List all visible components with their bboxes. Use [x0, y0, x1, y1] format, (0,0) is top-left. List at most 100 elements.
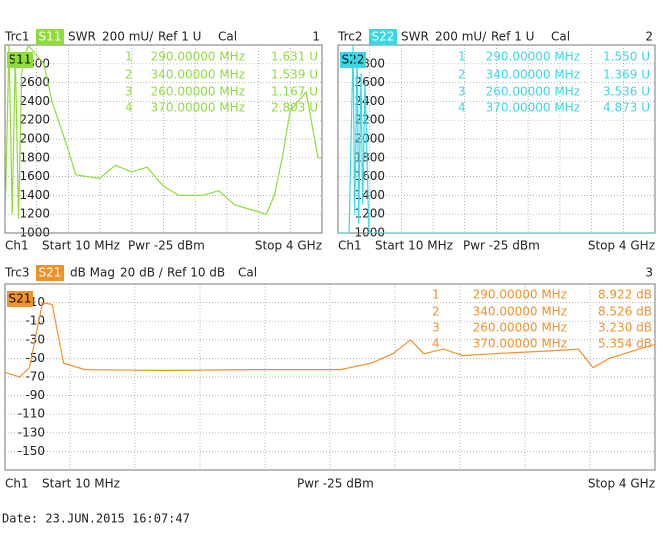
footer-power: Pwr -25 dBm	[297, 477, 374, 491]
y-tick-label: -90	[25, 388, 45, 402]
param-name: S21	[39, 266, 62, 280]
header-ref: Ref 10 dB	[167, 266, 225, 280]
marker-number: 1	[125, 50, 133, 64]
trace	[338, 45, 655, 233]
marker-value: 8.922 dB	[598, 288, 652, 302]
y-tick-label: 1400	[19, 188, 50, 202]
y-tick-label: 2400	[354, 94, 385, 108]
header-ref: Ref 1 U	[158, 30, 201, 44]
panel-index: 3	[645, 266, 653, 280]
header-cal: Cal	[551, 30, 570, 44]
y-tick-label: 2000	[19, 132, 50, 146]
marker-value: 2.803 U	[271, 101, 318, 115]
y-tick-label: 1800	[19, 150, 50, 164]
panel-index: 2	[645, 30, 653, 44]
marker-value: 5.354 dB	[598, 337, 652, 351]
header-format: SWR	[401, 30, 429, 44]
trace-name: Trc1	[4, 30, 29, 44]
y-tick-label: 2600	[19, 75, 50, 89]
y-tick-label: -10	[25, 314, 45, 328]
trace	[5, 45, 322, 224]
marker-frequency: 290.00000 MHz	[486, 50, 580, 64]
marker-frequency: 260.00000 MHz	[151, 85, 245, 99]
footer-channel: Ch1	[5, 239, 29, 253]
header-scale: 200 mU/	[102, 30, 154, 44]
y-tick-label: 2600	[354, 75, 385, 89]
marker-frequency: 370.00000 MHz	[486, 101, 580, 115]
param-name: S11	[39, 30, 62, 44]
param-box	[369, 29, 397, 45]
header-cal: Cal	[238, 266, 257, 280]
y-tick-label: -130	[18, 425, 45, 439]
marker-frequency: 260.00000 MHz	[473, 321, 567, 335]
y-tick-label: 2400	[19, 94, 50, 108]
marker-number: 1	[432, 288, 440, 302]
marker-value: 3.230 dB	[598, 321, 652, 335]
footer-power: Pwr -25 dBm	[128, 239, 205, 253]
y-tick-label: 2200	[19, 113, 50, 127]
marker-frequency: 370.00000 MHz	[151, 101, 245, 115]
date: Date: 23.JUN.2015 16:07:47	[2, 512, 190, 526]
marker-number: 4	[125, 101, 133, 115]
footer-start: Start 10 MHz	[42, 477, 120, 491]
marker-frequency: 290.00000 MHz	[151, 50, 245, 64]
panel-index: 1	[312, 30, 320, 44]
marker-number: 3	[125, 85, 133, 99]
y-tick-label: -150	[18, 444, 45, 458]
y-tick-label: -110	[18, 407, 45, 421]
header-scale: 20 dB /	[120, 266, 164, 280]
footer-power: Pwr -25 dBm	[463, 239, 540, 253]
y-tick-label: -50	[25, 351, 45, 365]
trace-label: S11	[9, 53, 32, 67]
marker-value: 1.539 U	[271, 68, 318, 82]
y-tick-label: -70	[25, 370, 45, 384]
marker-value: 1.167 U	[271, 85, 318, 99]
marker-frequency: 370.00000 MHz	[473, 337, 567, 351]
y-tick-label: 10	[30, 295, 45, 309]
marker-value: 3.536 U	[603, 85, 650, 99]
marker-value: 1.631 U	[271, 50, 318, 64]
footer-stop: Stop 4 GHz	[588, 239, 655, 253]
marker-frequency: 290.00000 MHz	[473, 288, 567, 302]
trace-label-box	[7, 291, 33, 307]
plot-frame	[4, 283, 656, 471]
marker-frequency: 340.00000 MHz	[486, 68, 580, 82]
footer-channel: Ch1	[5, 477, 29, 491]
trace-name: Trc3	[4, 266, 29, 280]
marker-frequency: 340.00000 MHz	[473, 305, 567, 319]
footer-stop: Stop 4 GHz	[255, 239, 322, 253]
marker-value: 8.526 dB	[598, 305, 652, 319]
footer-channel: Ch1	[338, 239, 362, 253]
marker-number: 4	[432, 337, 440, 351]
header-scale: 200 mU/	[435, 30, 487, 44]
trace-label-box	[7, 52, 33, 68]
marker-number: 1	[458, 50, 466, 64]
header-cal: Cal	[218, 30, 237, 44]
marker-number: 3	[458, 85, 466, 99]
marker-number: 4	[458, 101, 466, 115]
marker-number: 2	[125, 68, 133, 82]
marker-number: 3	[432, 321, 440, 335]
plot-frame	[4, 44, 323, 234]
marker-value: 4.873 U	[603, 101, 650, 115]
marker-number: 2	[458, 68, 466, 82]
marker-value: 1.550 U	[603, 50, 650, 64]
trace-name: Trc2	[337, 30, 362, 44]
marker-frequency: 340.00000 MHz	[151, 68, 245, 82]
header-ref: Ref 1 U	[491, 30, 534, 44]
header-format: SWR	[68, 30, 96, 44]
marker-value: 1.369 U	[603, 68, 650, 82]
param-name: S22	[372, 30, 395, 44]
y-tick-label: 1600	[19, 169, 50, 183]
param-box	[36, 265, 64, 281]
footer-stop: Stop 4 GHz	[588, 477, 655, 491]
y-tick-label: 1200	[19, 207, 50, 221]
header-format: dB Mag	[70, 266, 115, 280]
trace-label: S21	[9, 292, 32, 306]
marker-number: 2	[432, 305, 440, 319]
param-box	[36, 29, 64, 45]
footer-start: Start 10 MHz	[375, 239, 453, 253]
marker-frequency: 260.00000 MHz	[486, 85, 580, 99]
footer-start: Start 10 MHz	[42, 239, 120, 253]
